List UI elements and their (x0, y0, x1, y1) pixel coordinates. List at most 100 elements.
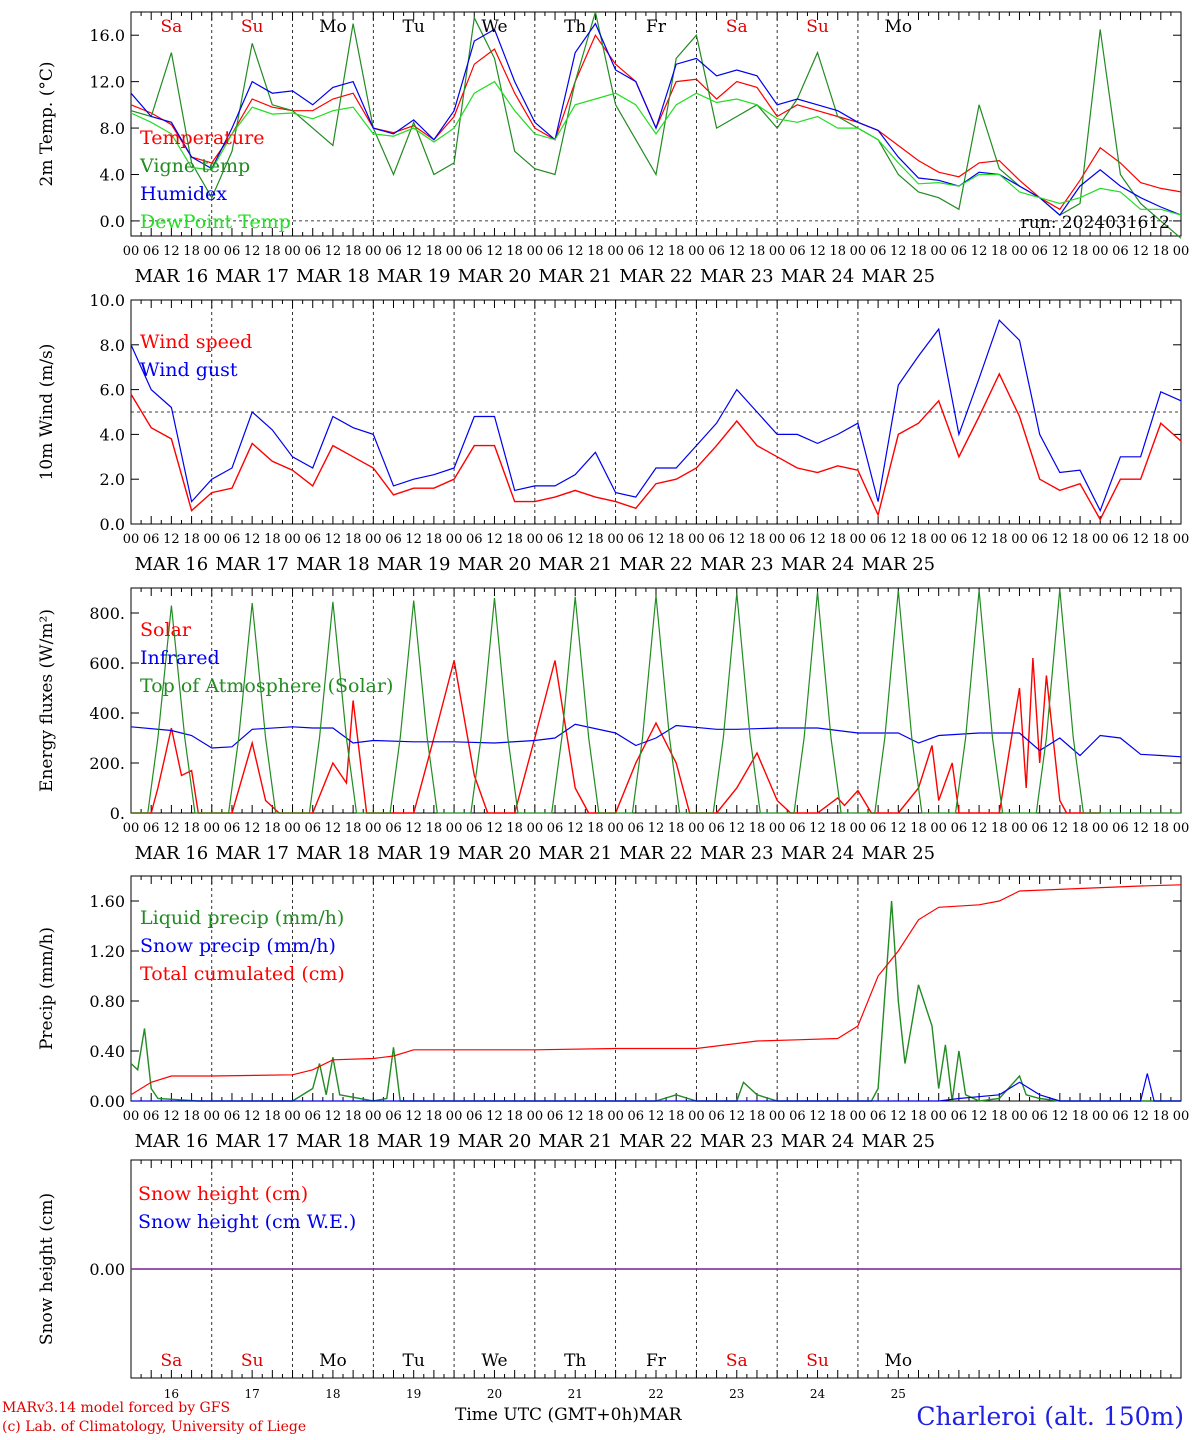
x-tick-label: 18 (829, 532, 846, 547)
legend-entry: Snow height (cm W.E.) (138, 1211, 356, 1233)
x-tick-label: 12 (1132, 821, 1149, 836)
x-tick-label: 18 (910, 821, 927, 836)
x-tick-label: 00 (365, 1109, 382, 1124)
x-tick-label: 18 (668, 532, 685, 547)
x-tick-label: 18 (264, 821, 281, 836)
date-label: MAR 16 (135, 843, 209, 864)
legend-entry: Snow precip (mm/h) (140, 935, 336, 957)
weekday-label: Tu (403, 17, 425, 37)
y-tick-label: 1.60 (89, 892, 125, 911)
x-axis-month: MAR (639, 1405, 682, 1425)
date-label: MAR 22 (619, 266, 693, 287)
x-tick-label: 06 (870, 821, 887, 836)
x-tick-label: 18 (1072, 1109, 1089, 1124)
x-tick-label: 18 (183, 821, 200, 836)
series-line (131, 1073, 1181, 1102)
x-tick-label: 18 (183, 244, 200, 259)
day-number: 21 (568, 1387, 583, 1401)
y-tick-label: 400. (89, 704, 125, 723)
x-tick-label: 06 (224, 532, 241, 547)
weekday-label: Mo (884, 1351, 912, 1371)
x-tick-label: 00 (1173, 244, 1190, 259)
x-tick-label: 06 (385, 1109, 402, 1124)
date-label: MAR 18 (296, 1131, 370, 1152)
x-tick-label: 18 (1153, 244, 1170, 259)
y-axis-label: Energy fluxes (W/m²) (37, 609, 57, 792)
x-tick-label: 00 (123, 244, 140, 259)
legend-entry: Wind speed (140, 331, 252, 353)
x-tick-label: 00 (607, 532, 624, 547)
weekday-label: Su (241, 1351, 264, 1371)
series-line (130, 319, 1182, 513)
x-tick-label: 12 (567, 821, 584, 836)
y-tick-label: 16.0 (89, 26, 125, 45)
y-tick-label: 0.0 (100, 515, 125, 534)
x-tick-label: 18 (183, 1109, 200, 1124)
date-label: MAR 16 (135, 554, 209, 575)
legend-entry: Temperature (140, 127, 264, 149)
run-label: run: 2024031612 (1021, 213, 1170, 233)
series-line (130, 33, 1182, 211)
x-tick-label: 12 (971, 821, 988, 836)
weekday-label: Sa (726, 1351, 748, 1371)
x-tick-label: 18 (345, 244, 362, 259)
x-tick-label: 18 (1153, 532, 1170, 547)
x-tick-label: 18 (668, 1109, 685, 1124)
x-tick-label: 00 (527, 821, 544, 836)
x-tick-label: 18 (264, 1109, 281, 1124)
x-tick-label: 00 (930, 1109, 947, 1124)
weekday-label: Th (564, 17, 586, 37)
x-tick-label: 06 (466, 1109, 483, 1124)
x-tick-label: 12 (809, 244, 826, 259)
x-tick-label: 00 (769, 1109, 786, 1124)
x-tick-label: 18 (345, 1109, 362, 1124)
x-tick-label: 00 (446, 532, 463, 547)
x-tick-label: 18 (426, 1109, 443, 1124)
x-tick-label: 18 (1153, 1109, 1170, 1124)
x-tick-label: 06 (304, 821, 321, 836)
date-label: MAR 19 (377, 554, 451, 575)
x-tick-label: 06 (385, 821, 402, 836)
x-tick-label: 00 (769, 244, 786, 259)
y-tick-label: 6.0 (100, 381, 125, 400)
x-tick-label: 00 (930, 244, 947, 259)
x-tick-label: 18 (829, 244, 846, 259)
x-tick-label: 06 (143, 532, 160, 547)
date-label: MAR 24 (781, 266, 855, 287)
x-tick-label: 06 (304, 532, 321, 547)
x-tick-label: 12 (325, 244, 342, 259)
weekday-label: Sa (160, 17, 182, 37)
x-tick-label: 12 (1052, 821, 1069, 836)
x-tick-label: 18 (345, 532, 362, 547)
date-label: MAR 20 (458, 554, 532, 575)
x-tick-label: 00 (1011, 532, 1028, 547)
x-tick-label: 00 (850, 244, 867, 259)
x-tick-label: 06 (1112, 532, 1129, 547)
x-tick-label: 00 (123, 532, 140, 547)
x-tick-label: 06 (466, 532, 483, 547)
x-tick-label: 00 (1173, 532, 1190, 547)
x-tick-label: 12 (1132, 1109, 1149, 1124)
x-tick-label: 00 (203, 821, 220, 836)
x-tick-label: 06 (1031, 532, 1048, 547)
x-tick-label: 12 (728, 244, 745, 259)
x-tick-label: 18 (1153, 821, 1170, 836)
x-tick-label: 06 (951, 244, 968, 259)
series-line (130, 80, 1182, 216)
x-tick-label: 06 (951, 532, 968, 547)
x-tick-label: 18 (910, 244, 927, 259)
x-tick-label: 00 (527, 532, 544, 547)
y-tick-label: 4.0 (100, 165, 125, 184)
x-tick-label: 12 (486, 532, 503, 547)
date-label: MAR 20 (458, 843, 532, 864)
series-line (130, 884, 1182, 1096)
date-label: MAR 24 (781, 554, 855, 575)
x-tick-label: 18 (910, 1109, 927, 1124)
x-tick-label: 06 (547, 821, 564, 836)
date-label: MAR 20 (458, 1131, 532, 1152)
x-tick-label: 00 (1173, 821, 1190, 836)
x-tick-label: 18 (749, 821, 766, 836)
x-tick-label: 00 (930, 532, 947, 547)
x-tick-label: 00 (930, 821, 947, 836)
x-tick-label: 18 (426, 821, 443, 836)
